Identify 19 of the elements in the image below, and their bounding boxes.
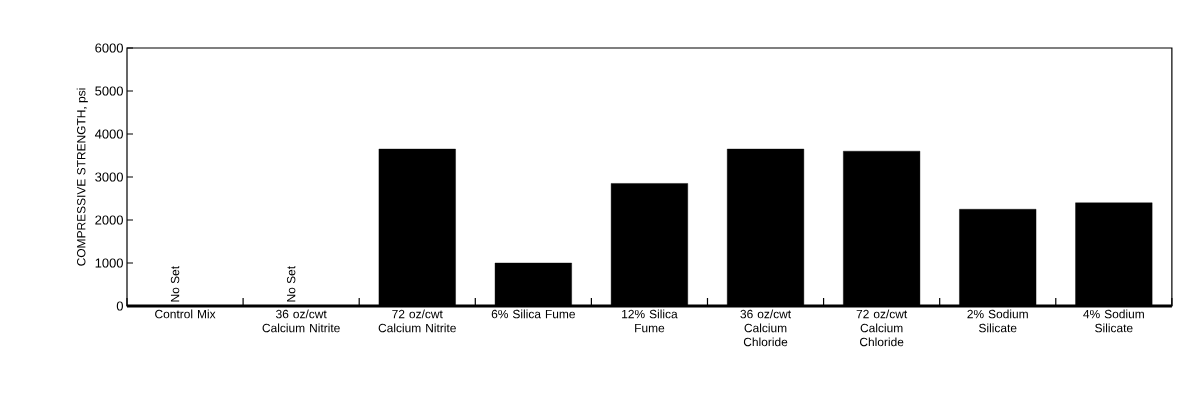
annotation: No Set: [286, 266, 296, 302]
annotation: No Set: [170, 266, 180, 302]
y-axis-title: COMPRESSIVE STRENGTH, psi: [76, 88, 88, 266]
x-tick-label: 72 oz/cwt Calcium Nitrite: [378, 309, 456, 333]
x-tick-label: 2% Sodium Silicate: [967, 309, 1028, 333]
y-tick-label: 1000: [95, 258, 123, 268]
x-tick-label: 12% Silica Fume: [622, 309, 678, 333]
y-tick-label: 2000: [95, 215, 123, 225]
y-tick-label: 6000: [95, 43, 123, 53]
x-tick-label: 36 oz/cwt Calcium Chloride: [740, 309, 792, 347]
x-tick-label: 4% Sodium Silicate: [1083, 309, 1144, 333]
x-tick-label: 72 oz/cwt Calcium Chloride: [856, 309, 908, 347]
x-tick-label: 36 oz/cwt Calcium Nitrite: [262, 309, 340, 333]
y-tick-label: 5000: [95, 86, 123, 96]
y-tick-label: 0: [116, 301, 123, 311]
y-tick-label: 4000: [94, 129, 123, 139]
x-tick-label: 6% Silica Fume: [491, 309, 575, 319]
x-tick-label: Control Mix: [155, 309, 216, 319]
y-tick-label: 3000: [95, 172, 123, 182]
